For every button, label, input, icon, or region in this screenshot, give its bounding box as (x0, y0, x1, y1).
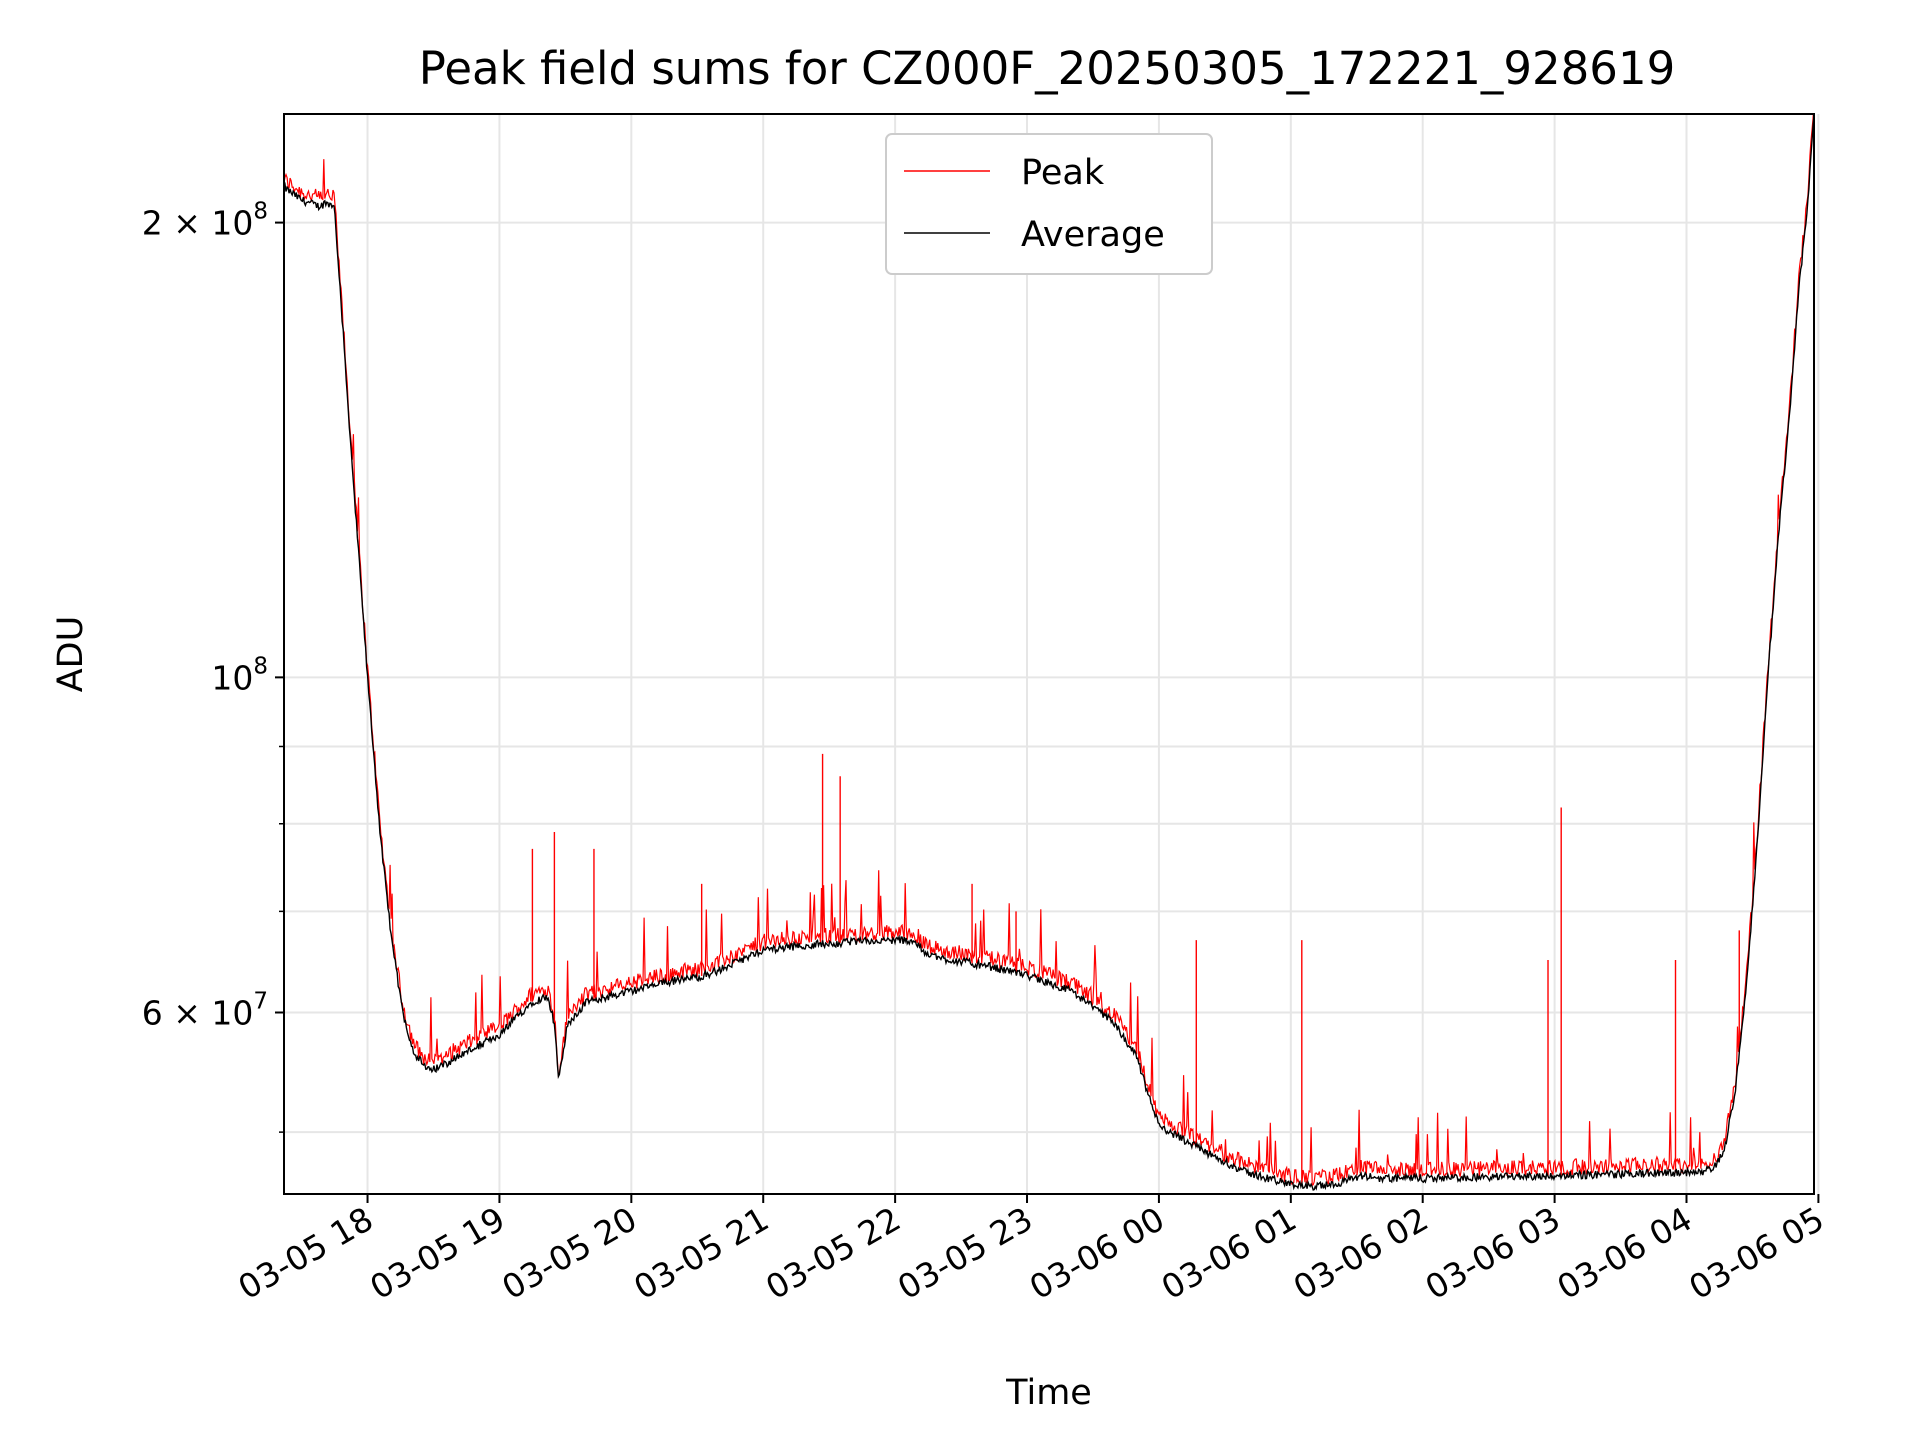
legend: Peak Average (885, 133, 1213, 275)
legend-label-peak: Peak (1021, 153, 1105, 193)
y-axis-label: ADU (51, 616, 91, 693)
chart-title: Peak field sums for CZ000F_20250305_1722… (419, 42, 1675, 95)
legend-label-average: Average (1021, 215, 1165, 255)
series-average-line (284, 114, 1814, 1191)
series (284, 114, 1814, 1191)
plot-area (284, 114, 1814, 1194)
y-tick-label: 6 × 107 (142, 989, 268, 1033)
grid (284, 114, 1820, 1194)
y-tick-label: 2 × 108 (142, 199, 268, 243)
x-axis-label: Time (1005, 1373, 1092, 1413)
legend-frame (885, 133, 1213, 275)
series-peak-line (284, 114, 1814, 1187)
plot-frame (283, 113, 1815, 1195)
